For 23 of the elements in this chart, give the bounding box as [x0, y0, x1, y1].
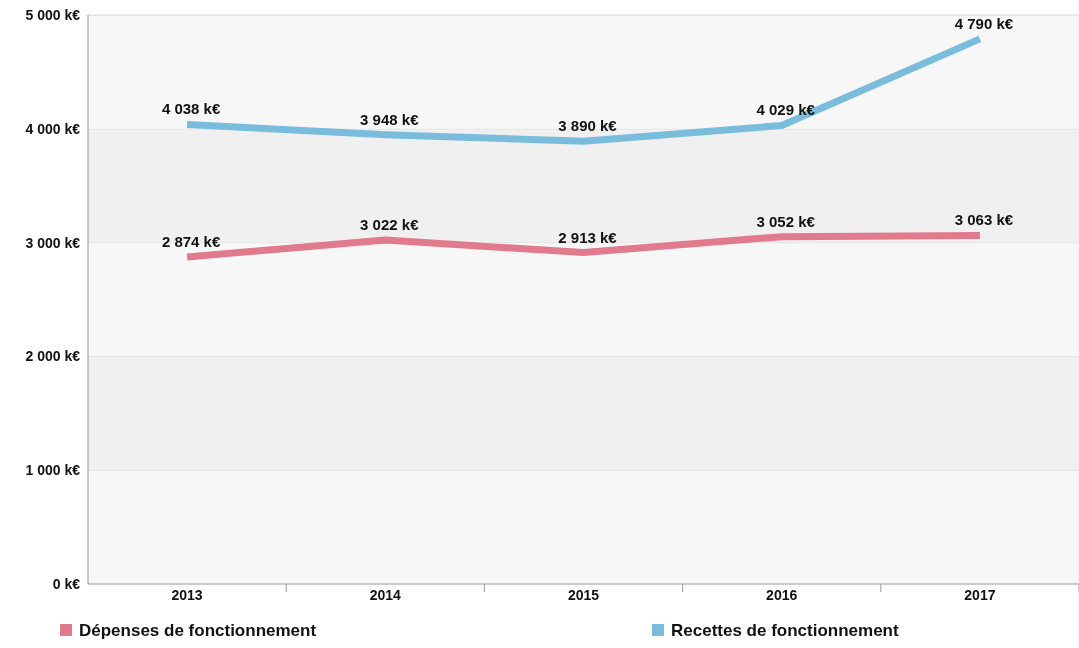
data-label: 4 029 k€	[756, 101, 816, 119]
data-label: 3 063 k€	[954, 211, 1014, 229]
x-tick-label: 2015	[567, 587, 600, 603]
y-tick-label: 4 000 k€	[25, 120, 81, 137]
x-tick-label: 2017	[964, 587, 996, 603]
data-label: 2 913 k€	[558, 228, 618, 246]
data-label: 3 022 k€	[360, 216, 420, 234]
data-label: 3 948 k€	[360, 110, 420, 128]
y-tick-label: 3 000 k€	[25, 234, 81, 251]
data-label: 2 874 k€	[161, 232, 221, 250]
legend-label: Recettes de fonctionnement	[671, 621, 899, 640]
data-label: 3 052 k€	[756, 212, 816, 230]
data-label: 4 790 k€	[954, 14, 1014, 32]
data-label: 3 890 k€	[558, 117, 618, 135]
y-tick-label: 5 000 k€	[25, 7, 81, 23]
y-tick-label: 1 000 k€	[25, 462, 81, 479]
x-tick-label: 2013	[171, 587, 203, 603]
data-label: 4 038 k€	[161, 100, 221, 118]
legend-label: Dépenses de fonctionnement	[79, 621, 317, 640]
y-tick-label: 2 000 k€	[25, 348, 81, 365]
x-tick-label: 2016	[766, 587, 798, 603]
y-tick-label: 0 k€	[52, 576, 81, 592]
x-tick-label: 2014	[369, 587, 402, 603]
